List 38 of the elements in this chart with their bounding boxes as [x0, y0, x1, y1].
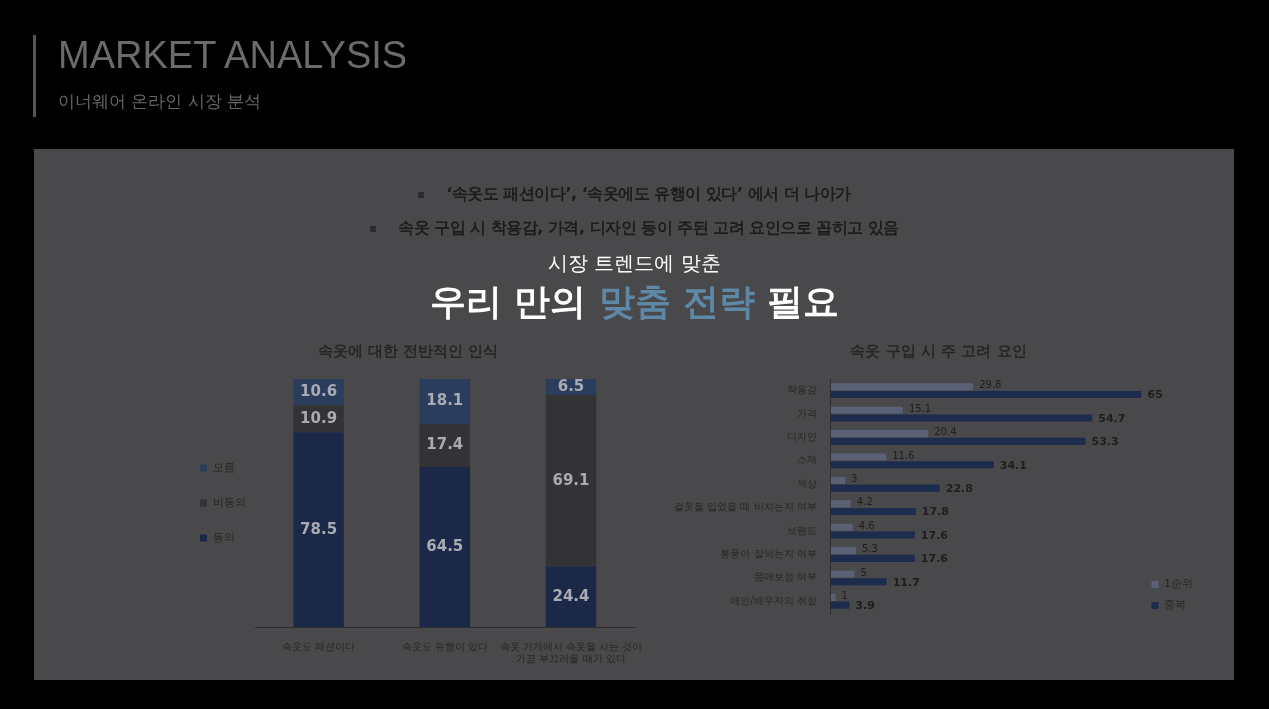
bar	[830, 430, 929, 438]
data-label: 18.1	[426, 391, 464, 410]
data-label: 69.1	[552, 470, 590, 489]
bar	[830, 601, 850, 609]
bar	[830, 476, 846, 484]
bar	[830, 554, 915, 562]
bar	[830, 531, 915, 539]
bar	[830, 437, 1086, 445]
data-label: 24.4	[552, 586, 590, 605]
bar	[830, 461, 994, 469]
data-label: 78.5	[300, 519, 338, 538]
bar	[830, 570, 855, 578]
bar	[830, 406, 903, 414]
text: 필요	[767, 280, 840, 324]
data-label: 64.5	[426, 536, 464, 555]
bar	[545, 566, 597, 627]
bar	[830, 414, 1093, 422]
bar	[419, 467, 471, 627]
bar	[830, 578, 887, 586]
bar	[830, 523, 853, 531]
bar	[830, 547, 857, 555]
bar	[293, 432, 344, 627]
data-label: 17.4	[426, 435, 464, 454]
data-label: 10.9	[300, 408, 338, 427]
bar	[830, 453, 887, 461]
text: MARKET ANALYSIS	[58, 34, 408, 77]
text: 우리 만의	[429, 280, 587, 324]
bar	[830, 508, 916, 516]
text: 이너웨어 온라인 시장 분석	[58, 90, 262, 113]
bar	[830, 484, 940, 492]
bar	[830, 383, 974, 391]
text: 시장 트렌드에 맞춘	[547, 250, 722, 277]
data-label: 6.5	[557, 376, 585, 395]
data-label: 10.6	[300, 382, 338, 401]
text: 맞춤 전략	[598, 280, 756, 324]
bar	[830, 391, 1142, 399]
bar	[830, 500, 851, 508]
bar	[545, 395, 597, 567]
